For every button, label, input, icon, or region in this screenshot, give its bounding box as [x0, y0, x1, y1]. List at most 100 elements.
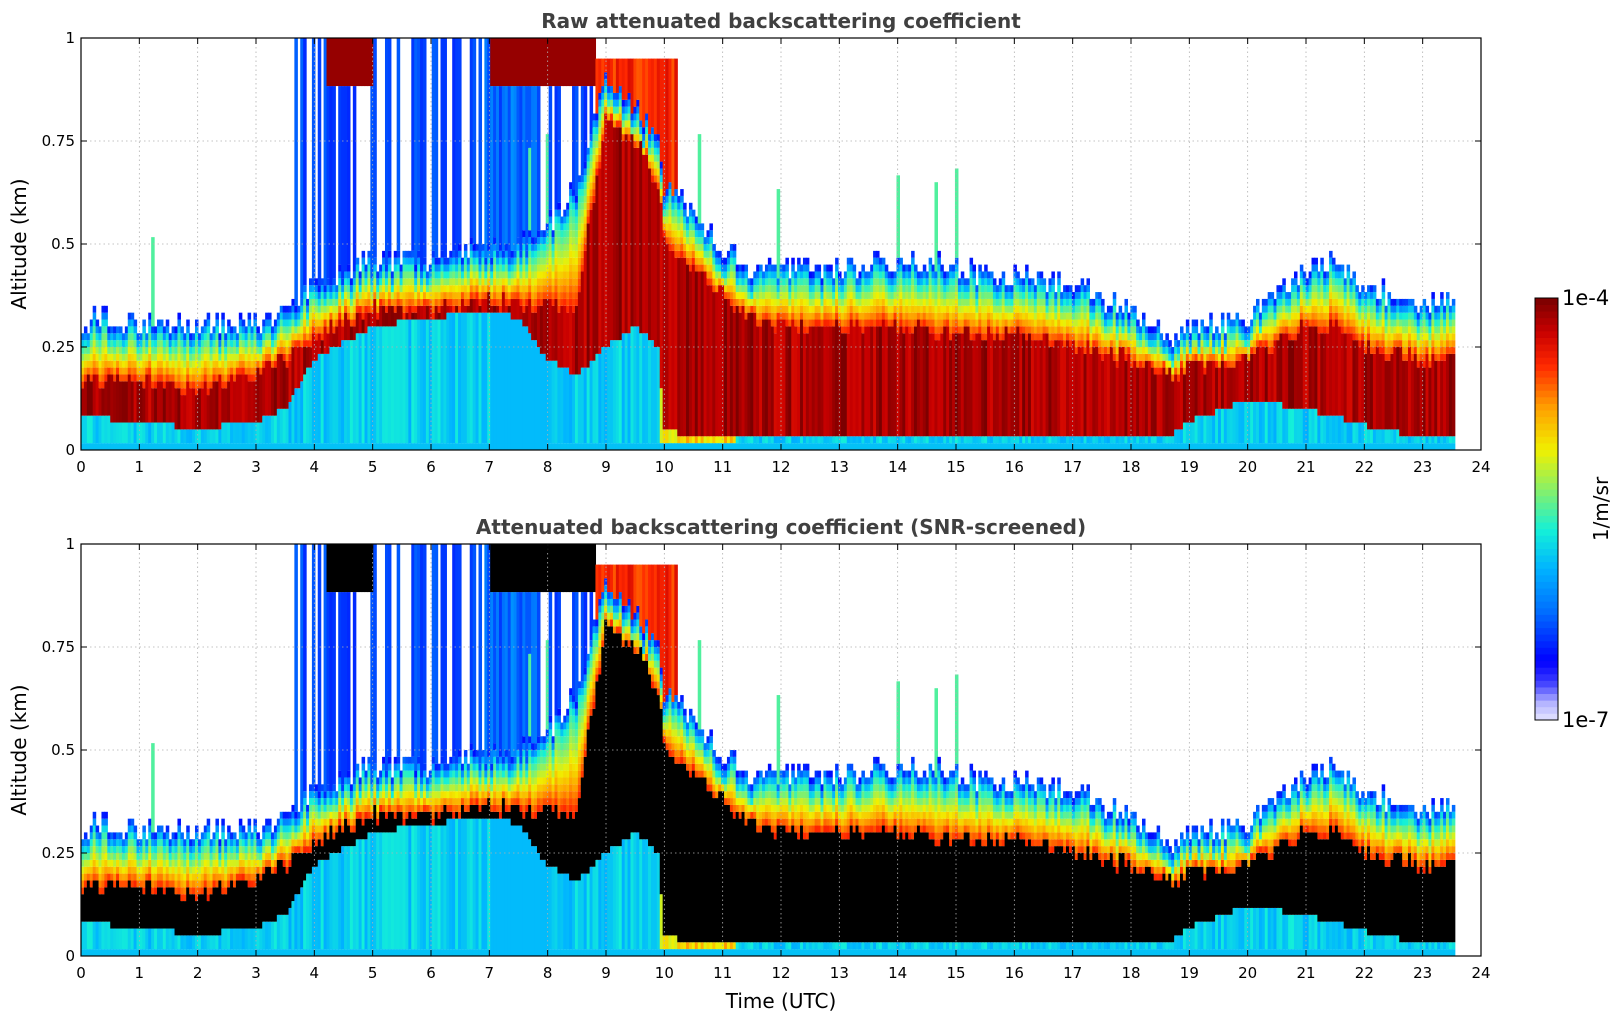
heatmap-cell: [1089, 298, 1093, 306]
heatmap-cell: [1045, 319, 1050, 327]
heatmap-cell: [563, 443, 567, 450]
heatmap-cell: [81, 388, 85, 416]
heatmap-cell: [952, 264, 956, 272]
heatmap-cell: [355, 443, 360, 450]
heatmap-cell: [823, 285, 827, 293]
heatmap-cell: [1311, 285, 1316, 293]
heatmap-cell: [291, 443, 295, 450]
heatmap-cell: [1232, 326, 1237, 334]
heatmap-cell: [531, 86, 535, 238]
heatmap-cell: [984, 264, 988, 272]
heatmap-cell: [1261, 326, 1266, 334]
heatmap-cell: [940, 436, 944, 444]
heatmap-cell: [840, 443, 845, 450]
heatmap-cell: [668, 223, 673, 231]
heatmap-cell: [802, 305, 807, 313]
heatmap-cell: [624, 106, 629, 114]
heatmap-cell: [718, 278, 722, 286]
heatmap-cell: [265, 353, 269, 361]
heatmap-cell: [1171, 381, 1175, 437]
heatmap-cell: [896, 319, 900, 327]
heatmap-cell: [855, 443, 860, 450]
heatmap-cell: [759, 271, 763, 279]
heatmap-cell: [1092, 340, 1096, 347]
heatmap-cell: [203, 443, 208, 450]
heatmap-cell: [294, 340, 298, 347]
heatmap-cell: [840, 305, 845, 313]
heatmap-cell: [1054, 305, 1058, 313]
heatmap-cell: [767, 312, 772, 320]
heatmap-cell: [250, 353, 255, 361]
heatmap-cell: [320, 353, 325, 444]
heatmap-cell: [1153, 436, 1158, 444]
heatmap-cell: [1112, 319, 1117, 327]
heatmap-cell: [963, 436, 968, 444]
heatmap-cell: [496, 278, 500, 286]
heatmap-cell: [390, 443, 395, 450]
heatmap-cell: [1194, 340, 1199, 347]
heatmap-cell: [545, 223, 550, 231]
heatmap-cell: [963, 312, 968, 320]
heatmap-cell: [481, 278, 485, 286]
heatmap-cell: [124, 353, 129, 361]
heatmap-cell: [1098, 347, 1102, 354]
heatmap-cell: [1171, 353, 1175, 361]
heatmap-cell: [455, 257, 459, 265]
heatmap-cell: [232, 347, 237, 354]
heatmap-cell: [1063, 326, 1067, 334]
heatmap-cell: [183, 367, 187, 375]
heatmap-cell: [89, 347, 94, 354]
heatmap-cell: [1337, 278, 1342, 286]
heatmap-cell: [522, 264, 526, 272]
heatmap-cell: [1232, 360, 1237, 368]
heatmap-cell: [504, 257, 509, 265]
heatmap-cell: [1244, 340, 1248, 347]
heatmap-cell: [1036, 319, 1041, 327]
heatmap-cell: [183, 443, 187, 450]
heatmap-cell: [1302, 312, 1307, 320]
heatmap-cell: [785, 264, 789, 272]
heatmap-cell: [253, 319, 257, 327]
heatmap-cell: [1267, 340, 1272, 347]
heatmap-cell: [937, 326, 941, 334]
heatmap-cell: [969, 436, 974, 444]
heatmap-cell: [104, 415, 108, 444]
heatmap-cell: [952, 319, 956, 327]
heatmap-cell: [960, 298, 965, 306]
heatmap-cell: [843, 312, 848, 320]
heatmap-cell: [870, 264, 874, 272]
heatmap-cell: [928, 305, 933, 313]
heatmap-cell: [1174, 367, 1178, 375]
heatmap-cell: [829, 278, 833, 286]
heatmap-cell: [843, 292, 848, 299]
heatmap-cell: [101, 360, 105, 368]
heatmap-cell: [808, 326, 813, 437]
heatmap-cell: [262, 333, 266, 341]
heatmap-cell: [952, 285, 956, 293]
heatmap-cell: [1150, 360, 1155, 368]
heatmap-cell: [753, 278, 757, 286]
heatmap-cell: [352, 326, 357, 341]
heatmap-cell: [823, 298, 827, 306]
heatmap-cell: [1317, 278, 1321, 286]
heatmap-cell: [484, 264, 488, 272]
heatmap-cell: [580, 202, 585, 210]
heatmap-cell: [308, 312, 313, 320]
heatmap-cell: [741, 436, 746, 444]
heatmap-cell: [1127, 436, 1131, 444]
heatmap-cell: [1299, 312, 1304, 320]
heatmap-cell: [542, 353, 547, 450]
heatmap-cell: [852, 292, 857, 299]
heatmap-cell: [1308, 443, 1313, 450]
heatmap-cell: [1331, 298, 1336, 306]
heatmap-cell: [1238, 333, 1242, 341]
heatmap-cell: [595, 113, 599, 121]
heatmap-cell: [490, 298, 494, 306]
heatmap-cell: [583, 244, 588, 251]
heatmap-cell: [1288, 408, 1292, 444]
heatmap-cell: [306, 326, 310, 334]
heatmap-cell: [332, 38, 336, 87]
heatmap-cell: [843, 319, 848, 327]
heatmap-cell: [1033, 326, 1038, 334]
heatmap-cell: [1188, 422, 1193, 444]
